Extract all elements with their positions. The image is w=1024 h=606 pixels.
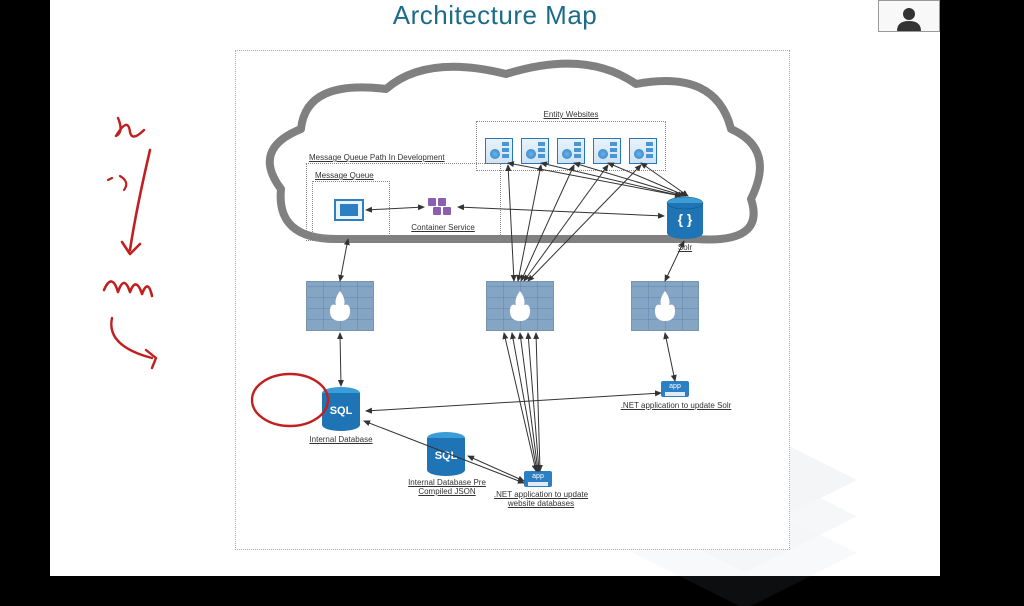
entity-websites-box: Entity Websites [476,121,666,171]
architecture-diagram: Entity Websites Message Queue Path In De… [235,50,790,550]
entity-websites-label: Entity Websites [477,110,665,119]
firewall-icon [306,281,374,331]
container-service-label: Container Service [408,223,478,232]
website-icon [557,138,585,164]
app2-label: .NET application to update Solr [616,401,736,410]
sql-db1-label: Internal Database [298,435,384,444]
webcam-thumbnail [878,0,940,32]
slide: Architecture Map Entity Websites M [50,0,940,576]
mq-label: Message Queue [315,171,374,180]
svg-text:SQL: SQL [330,405,353,417]
svg-text:{ }: { } [678,211,693,227]
app1-label: .NET application to update website datab… [486,491,596,509]
firewall-icon [486,281,554,331]
queue-icon [334,199,364,221]
website-icon [521,138,549,164]
sql-db-icon: SQL [321,386,361,432]
website-icon [485,138,513,164]
sql-db2-label: Internal Database Pre Compiled JSON [404,479,490,497]
container-service-icon [426,196,456,218]
solr-icon: { } [666,196,704,240]
app-icon: app [661,381,689,397]
solr-label: Solr [666,243,704,252]
app-icon: app [524,471,552,487]
svg-text:SQL: SQL [435,450,458,462]
sql-db-icon: SQL [426,431,466,477]
mq-dev-label: Message Queue Path In Development [309,153,445,162]
website-icon [593,138,621,164]
page-title: Architecture Map [50,0,940,31]
firewall-icon [631,281,699,331]
website-icon [629,138,657,164]
